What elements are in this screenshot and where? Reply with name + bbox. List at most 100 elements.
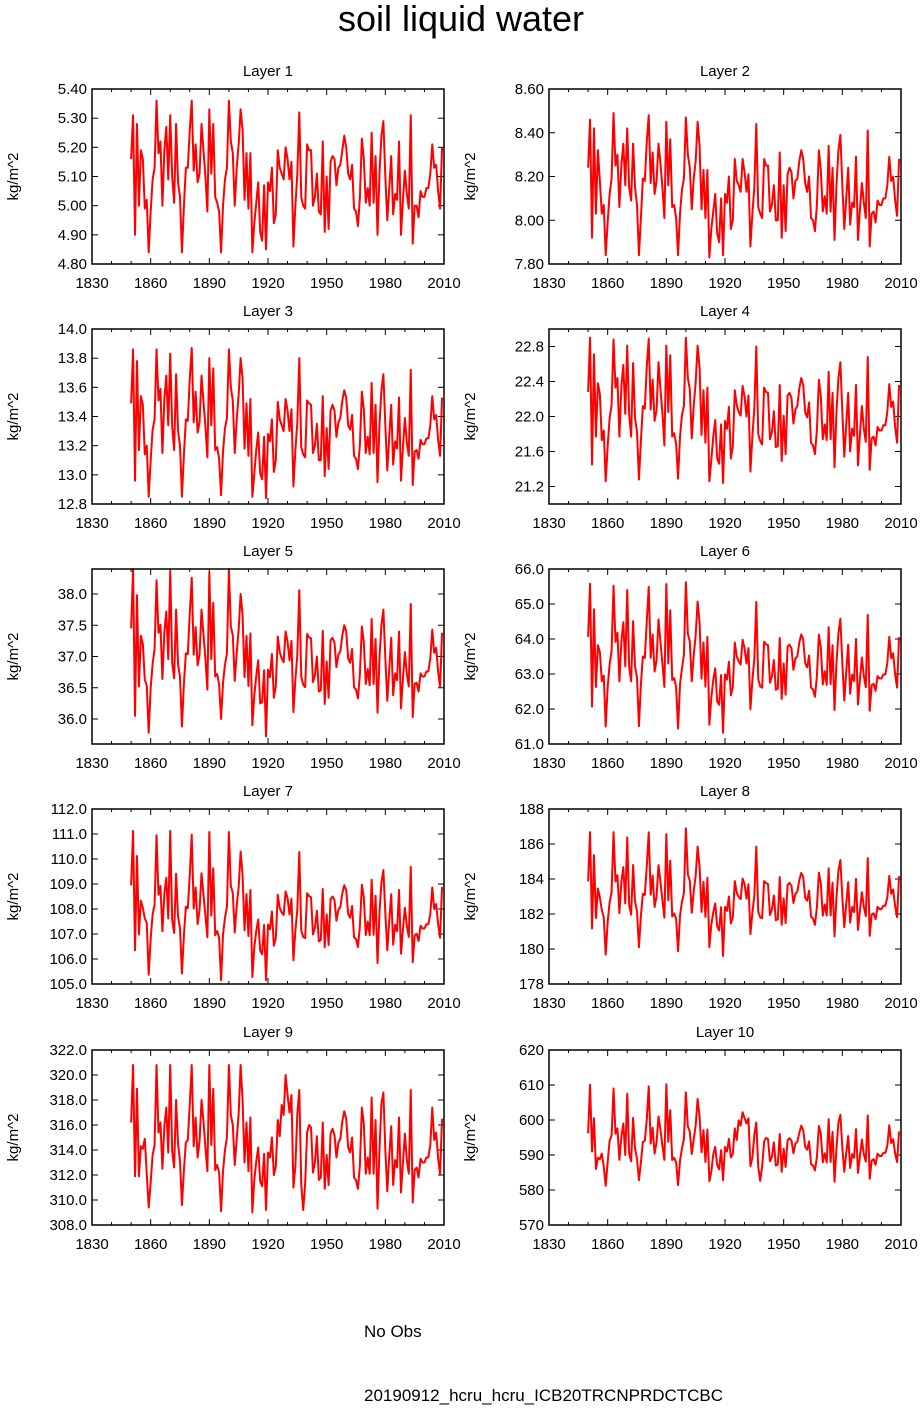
x-tick-label: 1860 [134, 275, 167, 292]
y-tick-label: 13.4 [58, 409, 87, 426]
x-tick-label: 1980 [826, 275, 859, 292]
y-tick-label: 105.0 [49, 976, 87, 993]
x-tick-label: 1890 [193, 1236, 226, 1253]
y-tick-label: 320.0 [49, 1067, 87, 1084]
x-tick-label: 2010 [427, 275, 460, 292]
y-tick-label: 620 [519, 1042, 544, 1059]
x-tick-label: 2010 [884, 755, 917, 772]
series-line-layer-3 [130, 346, 444, 500]
x-tick-label: 1980 [826, 995, 859, 1012]
chart-title-layer-4: Layer 4 [700, 303, 750, 320]
x-tick-label: 2010 [427, 1236, 460, 1253]
y-axis-label-layer-6: kg/m^2 [462, 633, 479, 681]
plot-frame-layer-6 [548, 568, 902, 745]
x-tick-label: 1830 [532, 1236, 565, 1253]
y-axis-label-layer-1: kg/m^2 [5, 153, 22, 201]
chart-layer-10: Layer 10 kg/m^2 1830 1860 1890 1920 1950 1980 20… [462, 1024, 918, 1253]
chart-layer-7: Layer 7 kg/m^2 1830 1860 1890 1920 1950 1980 201… [5, 783, 461, 1012]
x-tick-label: 1890 [650, 1236, 683, 1253]
y-tick-label: 22.4 [515, 374, 544, 391]
x-tick-label: 1860 [134, 1236, 167, 1253]
x-tick-label: 2010 [427, 995, 460, 1012]
plot-frame-layer-7 [91, 808, 445, 985]
y-tick-label: 13.2 [58, 438, 87, 455]
y-axis-label-layer-3: kg/m^2 [5, 393, 22, 441]
y-tick-label: 8.40 [515, 125, 544, 142]
y-tick-label: 590 [519, 1147, 544, 1164]
x-tick-label: 2010 [427, 755, 460, 772]
y-tick-label: 318.0 [49, 1092, 87, 1109]
y-tick-label: 36.5 [58, 680, 87, 697]
x-tick-label: 2010 [884, 275, 917, 292]
plot-frame-layer-1 [91, 88, 445, 265]
x-tick-label: 1920 [251, 1236, 284, 1253]
x-tick-label: 1860 [591, 755, 624, 772]
x-tick-label: 1920 [251, 275, 284, 292]
x-tick-label: 2010 [884, 995, 917, 1012]
x-tick-label: 1830 [532, 515, 565, 532]
y-tick-label: 107.0 [49, 926, 87, 943]
y-tick-label: 5.10 [58, 169, 87, 186]
chart-title-layer-6: Layer 6 [700, 543, 750, 560]
series-line-layer-10 [587, 1083, 901, 1187]
chart-title-layer-9: Layer 9 [243, 1024, 293, 1041]
y-tick-label: 314.0 [49, 1142, 87, 1159]
legend-label-model-run: 20190912_hcru_hcru_ICB20TRCNPRDCTCBC [364, 1386, 724, 1405]
x-tick-label: 2010 [427, 515, 460, 532]
x-tick-label: 1890 [193, 755, 226, 772]
x-tick-label: 1950 [310, 1236, 343, 1253]
legend-no-obs: No Obs [0, 1320, 922, 1344]
y-tick-label: 37.0 [58, 649, 87, 666]
y-tick-label: 110.0 [51, 851, 87, 868]
figure-title: soil liquid water [337, 0, 585, 39]
y-tick-label: 65.0 [515, 596, 544, 613]
chart-title-layer-5: Layer 5 [243, 543, 293, 560]
x-tick-label: 1980 [369, 755, 402, 772]
y-tick-label: 108.0 [49, 901, 87, 918]
x-tick-label: 1920 [251, 515, 284, 532]
y-tick-label: 61.0 [515, 736, 544, 753]
x-tick-label: 2010 [884, 1236, 917, 1253]
legend-model-run: 20190912_hcru_hcru_ICB20TRCNPRDCTCBC [0, 1384, 922, 1408]
x-tick-label: 1980 [369, 275, 402, 292]
x-tick-label: 1830 [75, 1236, 108, 1253]
x-tick-label: 1830 [532, 275, 565, 292]
x-tick-label: 1890 [650, 515, 683, 532]
x-tick-label: 1980 [826, 1236, 859, 1253]
y-tick-label: 13.0 [58, 467, 87, 484]
plot-frame-layer-2 [548, 88, 902, 265]
y-tick-label: 37.5 [58, 617, 87, 634]
y-tick-label: 180 [519, 941, 544, 958]
x-tick-label: 1950 [767, 755, 800, 772]
y-tick-label: 4.80 [58, 256, 87, 273]
chart-layer-6: Layer 6 kg/m^2 1830 1860 1890 1920 1950 1980 201… [462, 543, 918, 772]
y-tick-label: 13.6 [58, 379, 87, 396]
x-tick-label: 1920 [708, 755, 741, 772]
y-axis-label-layer-2: kg/m^2 [462, 153, 479, 201]
y-tick-label: 5.40 [58, 81, 87, 98]
y-tick-label: 22.0 [515, 409, 544, 426]
x-tick-label: 2010 [884, 515, 917, 532]
x-tick-label: 1920 [708, 515, 741, 532]
x-tick-label: 1890 [650, 995, 683, 1012]
x-tick-label: 1950 [310, 755, 343, 772]
x-tick-label: 1950 [767, 1236, 800, 1253]
x-tick-label: 1980 [369, 995, 402, 1012]
x-tick-label: 1890 [650, 275, 683, 292]
y-tick-label: 310.0 [49, 1192, 87, 1209]
y-tick-label: 64.0 [515, 631, 544, 648]
y-tick-label: 600 [519, 1112, 544, 1129]
y-tick-label: 63.0 [515, 666, 544, 683]
series-line-layer-8 [587, 827, 901, 957]
y-tick-label: 21.6 [515, 444, 544, 461]
x-tick-label: 1830 [75, 515, 108, 532]
y-tick-label: 38.0 [58, 586, 87, 603]
series-line-layer-4 [587, 336, 901, 484]
y-tick-label: 8.00 [515, 212, 544, 229]
plot-frame-layer-5 [91, 568, 445, 745]
plot-frame-layer-9 [91, 1049, 445, 1226]
plot-frame-layer-10 [548, 1049, 902, 1226]
x-tick-label: 1950 [310, 995, 343, 1012]
x-tick-label: 1860 [134, 995, 167, 1012]
y-tick-label: 12.8 [58, 496, 87, 513]
